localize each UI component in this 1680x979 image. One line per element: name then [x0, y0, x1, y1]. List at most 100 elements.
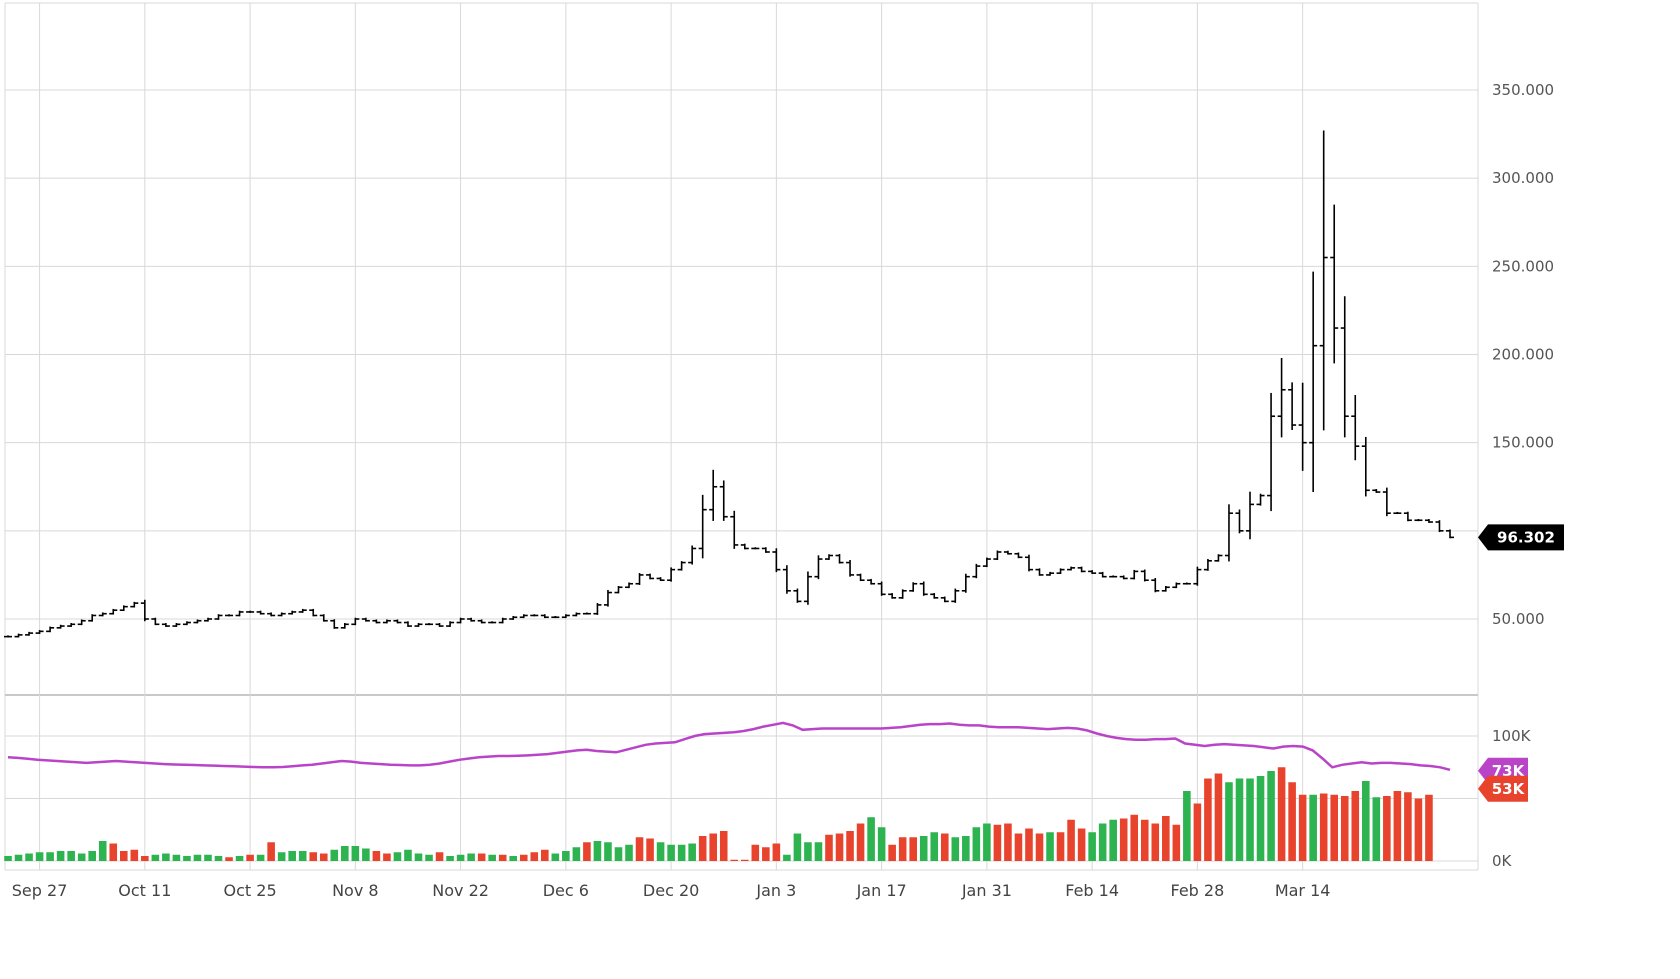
volume-bar: [740, 859, 749, 861]
volume-bar: [1056, 832, 1065, 861]
volume-bar: [1309, 794, 1317, 861]
volume-bar: [246, 854, 254, 861]
ohlc-bar: [1361, 436, 1370, 497]
ohlc-bar: [793, 588, 802, 603]
ohlc-bar: [67, 623, 76, 627]
ohlc-bar: [1340, 296, 1349, 438]
volume-bar: [625, 844, 633, 861]
volume-bar: [1235, 778, 1244, 861]
ohlc-bar: [1172, 582, 1181, 589]
ohlc-bar: [982, 557, 991, 568]
volume-bar: [25, 853, 33, 861]
ohlc-bar: [961, 573, 970, 593]
ohlc-bar: [803, 571, 812, 605]
volume-bar: [541, 849, 549, 861]
volume-bar: [1130, 814, 1139, 861]
x-tick-label: Oct 25: [224, 881, 277, 900]
ohlc-bar: [1298, 382, 1307, 471]
volume-bar: [109, 843, 118, 861]
volume-bar: [888, 844, 896, 861]
ohlc-bar: [1246, 491, 1255, 540]
ohlc-bar: [1024, 554, 1033, 572]
volume-bar: [362, 848, 370, 861]
ohlc-bar: [835, 554, 844, 564]
volume-average-line: [7, 721, 1451, 772]
volume-bar: [677, 844, 686, 861]
volume-bar: [193, 854, 202, 861]
volume-bar: [856, 823, 865, 861]
ohlc-bar: [477, 619, 486, 624]
ohlc-bar: [35, 630, 44, 634]
ohlc-bar: [277, 612, 286, 617]
ohlc-bar: [382, 619, 391, 624]
volume-bar: [1362, 781, 1370, 861]
grid-layer: [4, 2, 1479, 871]
ohlc-bar: [130, 601, 139, 608]
ohlc-bar: [1267, 392, 1276, 512]
volume-bar: [1025, 828, 1033, 861]
volume-bar: [1014, 833, 1023, 861]
volume-bar: [730, 859, 739, 861]
x-tick-label: Dec 6: [543, 881, 589, 900]
ohlc-bar: [1309, 271, 1318, 493]
volume-bar: [940, 833, 949, 861]
y-tick-label: 250.000: [1492, 257, 1554, 275]
ohlc-bar: [25, 631, 34, 636]
volume-bar: [35, 852, 44, 861]
ohlc-bar: [267, 612, 276, 617]
ohlc-bar: [1067, 566, 1076, 571]
ohlc-bar: [330, 619, 339, 629]
volume-bar: [930, 832, 939, 861]
volume-bar: [635, 837, 644, 861]
volume-bar: [519, 854, 528, 861]
volume-bar: [1225, 782, 1233, 861]
volume-bar: [56, 851, 65, 861]
ohlc-bar: [1140, 569, 1149, 582]
ohlc-bar: [56, 624, 65, 629]
volume-bar: [341, 846, 349, 861]
volume-bar: [214, 856, 223, 861]
ohlc-bar: [140, 599, 149, 622]
ohlc-bar: [1130, 569, 1139, 580]
volume-bar: [1162, 816, 1170, 861]
volume-badge: 53K: [1478, 775, 1528, 802]
ohlc-bar: [1182, 582, 1191, 585]
volume-bar: [1214, 773, 1223, 861]
volume-bar: [646, 838, 654, 861]
volume-bar: [1077, 828, 1086, 861]
volume-bar: [572, 847, 581, 861]
x-tick-label: Sep 27: [12, 881, 68, 900]
ohlc-bar: [1235, 509, 1244, 534]
volume-bar: [183, 856, 191, 861]
volume-bar: [530, 852, 539, 861]
volume-bar: [14, 854, 23, 861]
volume-bar: [983, 823, 991, 861]
volume-bar: [46, 852, 54, 861]
ohlc-bar: [551, 615, 560, 619]
ohlc-bar: [698, 494, 707, 559]
ohlc-bar: [1109, 575, 1118, 578]
ohlc-bar: [656, 577, 665, 582]
volume-bar: [351, 846, 360, 861]
x-tick-label: Nov 8: [332, 881, 379, 900]
ohlc-bar: [235, 610, 244, 617]
x-tick-label: Jan 17: [856, 881, 907, 900]
ohlc-bar: [1288, 382, 1297, 430]
volume-bar: [256, 854, 265, 861]
volume-bar: [1183, 791, 1191, 861]
ohlc-bar: [151, 617, 160, 626]
ohlc-bar: [677, 561, 686, 571]
volume-bar: [1098, 823, 1107, 861]
y-tick-label: 200.000: [1492, 346, 1554, 364]
ohlc-bar: [509, 615, 518, 620]
ohlc-bar: [1098, 571, 1107, 578]
ohlc-bar: [393, 619, 402, 624]
volume-bar: [404, 849, 412, 861]
volume-bar: [1046, 832, 1054, 861]
volume-bar: [1425, 794, 1433, 861]
volume-bar: [909, 837, 917, 861]
volume-bar: [119, 851, 128, 861]
ohlc-bar: [256, 610, 265, 615]
volume-bar: [1067, 819, 1075, 861]
